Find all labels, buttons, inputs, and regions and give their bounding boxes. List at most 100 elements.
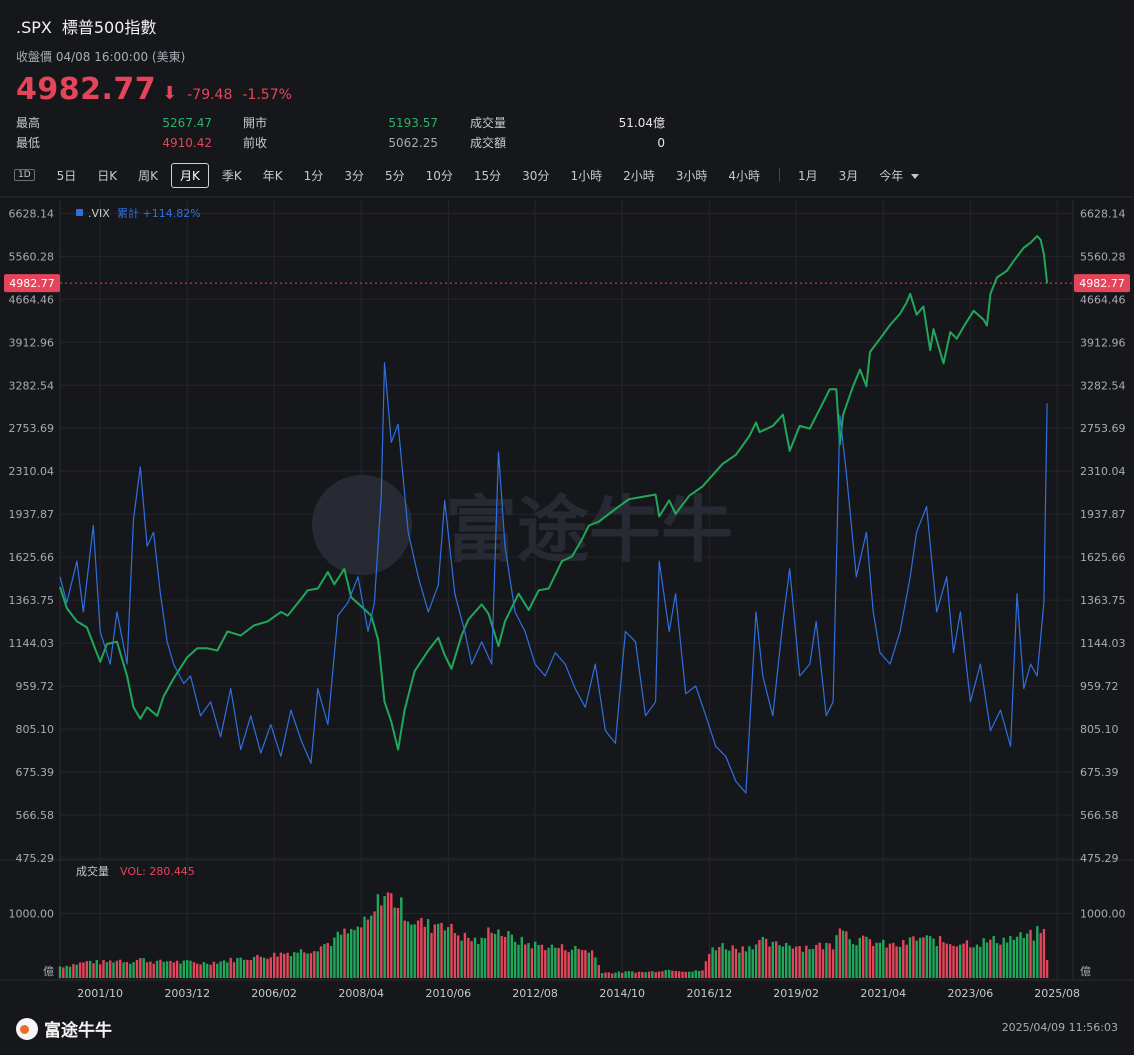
volume-bar <box>788 945 791 978</box>
volume-bar <box>72 964 75 978</box>
volume-bar <box>851 944 855 978</box>
volume-bar <box>503 936 507 978</box>
volume-bar <box>815 944 818 978</box>
volume-bar <box>99 964 102 978</box>
volume-bar <box>634 972 637 978</box>
volume-bar <box>356 926 359 978</box>
period-tab-items-12[interactable]: 1小時 <box>570 168 603 183</box>
period-tab-items-7[interactable]: 3分 <box>344 168 364 183</box>
volume-bar <box>1036 926 1039 978</box>
period-tab-items2-2[interactable]: 今年 <box>871 164 927 187</box>
period-tab-items-4[interactable]: 季K <box>221 168 242 183</box>
volume-bar <box>400 897 403 978</box>
period-tab-items-11[interactable]: 30分 <box>522 168 550 183</box>
x-tick-label: 2003/12 <box>164 987 210 1000</box>
y-tick-label-left: 1144.03 <box>9 637 55 650</box>
volume-bar <box>845 931 848 978</box>
volume-bar <box>165 961 169 978</box>
x-tick-label: 2021/04 <box>860 987 906 1000</box>
volume-bar <box>888 943 892 978</box>
volume-bar <box>885 947 888 978</box>
volume-bar <box>577 948 580 978</box>
volume-bar <box>443 930 447 978</box>
open-label: 開市 <box>243 116 268 130</box>
volume-bar <box>206 963 209 978</box>
volume-bar <box>480 937 483 978</box>
period-tab-items2-0[interactable]: 1月 <box>798 168 818 183</box>
high-label: 最高 <box>16 116 41 130</box>
period-tab-items-2[interactable]: 周K <box>138 168 159 183</box>
volume-bar <box>1042 929 1046 978</box>
volume-bar <box>363 916 366 978</box>
volume-bar <box>252 956 256 978</box>
volume-bar <box>677 971 681 978</box>
volume-bar <box>112 962 115 978</box>
volume-bar <box>182 960 185 978</box>
period-tab-items-13[interactable]: 2小時 <box>623 168 655 183</box>
volume-bar <box>326 942 329 978</box>
volume-bar <box>925 935 928 978</box>
y-tick-label-left: 475.29 <box>16 852 55 865</box>
volume-bar <box>664 970 667 978</box>
volume-bar <box>420 917 423 978</box>
volume-bar <box>323 944 326 978</box>
period-tab-items-14[interactable]: 3小時 <box>675 168 708 183</box>
volume-bar <box>78 962 82 978</box>
volume-bar <box>574 946 577 978</box>
y-tick-label-left: 675.39 <box>16 766 55 779</box>
amt-value: 0 <box>657 136 665 150</box>
volume-bar <box>1002 937 1005 978</box>
intraday-icon-button[interactable]: 1D <box>14 169 35 181</box>
period-tab-items-9[interactable]: 10分 <box>425 168 453 183</box>
volume-bar <box>102 959 105 978</box>
volume-bar <box>989 939 992 978</box>
volume-bar <box>520 936 523 978</box>
period-tab-items-1[interactable]: 日K <box>97 168 118 183</box>
legend-vix-text: 累計 +114.82% <box>117 206 201 220</box>
volume-bar <box>109 960 112 978</box>
y-tick-label-left: 1625.66 <box>9 551 55 564</box>
volume-bar <box>169 960 172 978</box>
period-tab-items-6[interactable]: 1分 <box>303 168 324 183</box>
x-tick-label: 2019/02 <box>773 987 819 1000</box>
footer-logo-text: 富途牛牛 <box>44 1021 112 1041</box>
volume-bar <box>105 962 109 978</box>
volume-bar <box>92 963 95 978</box>
x-tick-label: 2025/08 <box>1034 987 1080 1000</box>
dropdown-caret-icon <box>911 173 920 179</box>
volume-bar <box>262 957 266 978</box>
volume-bar <box>380 905 383 978</box>
volume-bar <box>273 952 276 978</box>
volume-bar <box>493 934 497 978</box>
volume-bar <box>835 935 838 978</box>
volume-bar <box>1009 935 1012 978</box>
period-tab-items-0[interactable]: 5日 <box>56 168 77 183</box>
y-tick-label-right: 1937.87 <box>1080 508 1126 521</box>
volume-bar <box>186 960 189 978</box>
volume-bar <box>293 952 296 978</box>
volume-bar <box>738 952 741 978</box>
volume-bar <box>477 944 480 978</box>
period-tab-items-8[interactable]: 5分 <box>384 168 405 183</box>
period-tab-items2-1[interactable]: 3月 <box>838 168 859 183</box>
volume-bar <box>229 957 232 978</box>
volume-bar <box>189 960 192 978</box>
last-price: 4982.77 <box>16 72 157 107</box>
volume-bar <box>550 944 554 978</box>
volume-bar <box>597 965 600 978</box>
period-tab-items-5[interactable]: 年K <box>262 168 283 183</box>
period-tab-items-15[interactable]: 4小時 <box>728 168 760 183</box>
vol-tick-left: 1000.00 <box>9 908 55 921</box>
volume-bar <box>908 937 912 978</box>
volume-bar <box>540 944 544 978</box>
volume-bar <box>985 942 989 978</box>
period-tab-items-10[interactable]: 15分 <box>473 168 502 183</box>
volume-bar <box>524 944 527 978</box>
period-tab-items-3[interactable]: 月K <box>171 162 209 188</box>
volume-bar <box>360 927 363 978</box>
y-tick-label-right: 1363.75 <box>1080 594 1126 607</box>
volume-bar <box>483 938 487 978</box>
volume-bar <box>771 941 774 978</box>
volume-bar <box>614 972 617 978</box>
volume-bar <box>1039 933 1042 978</box>
